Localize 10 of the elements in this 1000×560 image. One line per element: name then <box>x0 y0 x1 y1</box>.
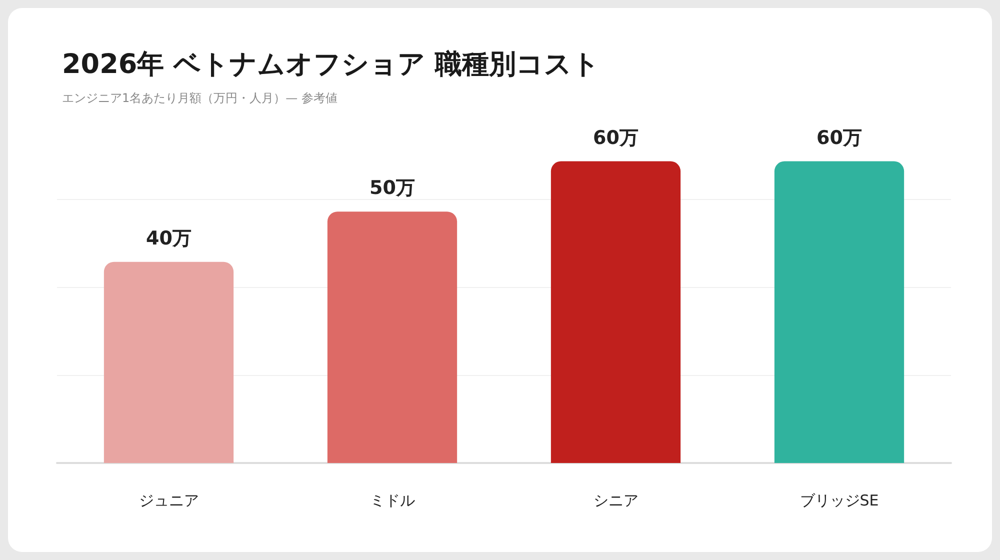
data-label: 60万 <box>816 126 862 149</box>
x-tick-label: ジュニア <box>138 492 199 510</box>
data-label: 40万 <box>146 227 192 250</box>
x-tick-label: ブリッジSE <box>800 492 879 510</box>
chart-title: 2026年 ベトナムオフショア 職種別コスト <box>62 49 600 80</box>
data-label: 60万 <box>593 126 638 149</box>
data-label: 50万 <box>370 177 415 200</box>
chart-subtitle: エンジニア1名あたり月額（万円・人月）— 参考値 <box>62 91 338 105</box>
x-tick-label: ミドル <box>370 492 415 510</box>
x-tick-label: シニア <box>593 492 638 510</box>
